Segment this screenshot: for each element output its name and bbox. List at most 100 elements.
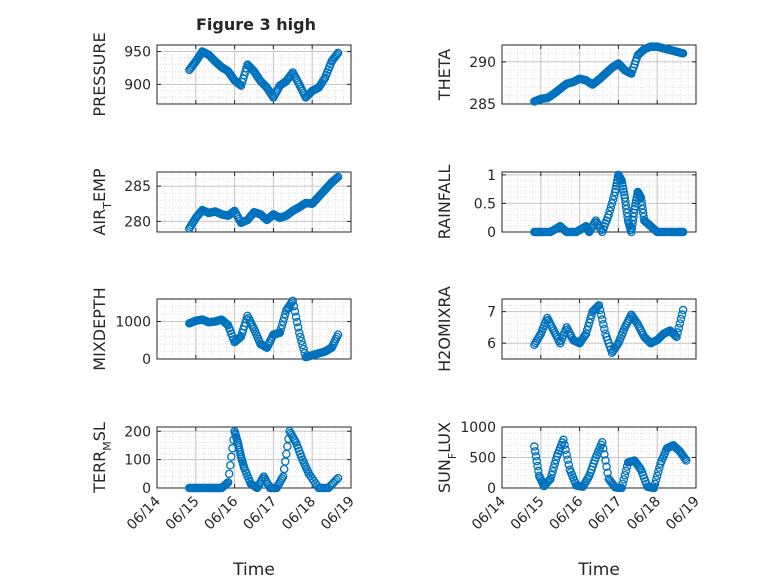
x-tick-label: 06/14 <box>469 493 509 533</box>
x-axis-label: Time <box>577 560 620 580</box>
y-tick-label: 7 <box>487 305 496 321</box>
data-point <box>607 199 617 208</box>
y-tick-label: 900 <box>124 77 151 93</box>
data-point <box>618 479 627 488</box>
data-point <box>559 435 568 445</box>
y-tick-label: 0.5 <box>474 196 496 212</box>
data-point <box>279 313 289 322</box>
data-point <box>564 460 574 469</box>
y-tick-label: 290 <box>469 55 496 71</box>
x-tick-label: 06/18 <box>624 494 664 534</box>
y-tick-label: 0 <box>487 225 496 241</box>
y-tick-label: 6 <box>487 336 496 352</box>
data-point <box>291 312 301 322</box>
data-point <box>673 328 682 337</box>
data-point <box>221 479 231 489</box>
data-point <box>654 467 663 476</box>
data-point <box>548 467 557 476</box>
data-point <box>682 456 691 465</box>
data-point <box>635 463 645 473</box>
data-point <box>599 320 608 329</box>
subplot-air-temp: 280 285 AIRTEMP <box>90 168 352 236</box>
x-tick-label: 06/15 <box>163 494 203 534</box>
x-tick-label: 06/16 <box>202 493 242 533</box>
x-tick-label: 06/19 <box>663 494 703 534</box>
data-point <box>530 442 539 451</box>
y-tick-label: 100 <box>124 453 151 469</box>
subplot-rainfall: 0 0.5 1 RAINFALL <box>435 165 697 241</box>
data-point <box>319 75 329 84</box>
data-point <box>608 195 618 204</box>
data-point <box>276 324 286 334</box>
data-point <box>613 340 622 350</box>
y-tick-label: 950 <box>124 45 151 61</box>
data-point <box>604 210 613 220</box>
data-point <box>561 445 570 455</box>
y-axis-label: H2OMIXRA <box>435 286 454 372</box>
axes-box <box>156 298 352 360</box>
axes-box <box>156 44 352 105</box>
y-tick-label: 500 <box>469 451 496 467</box>
data-point <box>674 323 684 333</box>
data-point <box>599 444 608 453</box>
data-point <box>549 463 558 472</box>
data-point <box>583 322 593 331</box>
x-axis-label: Time <box>232 560 275 580</box>
data-point <box>228 208 237 217</box>
x-tick-label: 06/17 <box>240 494 280 534</box>
data-point <box>288 296 298 306</box>
data-point <box>678 305 688 315</box>
axes-box <box>501 44 697 105</box>
y-tick-label: 0 <box>142 481 151 497</box>
data-point <box>602 462 611 471</box>
data-point <box>299 344 308 354</box>
data-point <box>586 314 595 324</box>
x-tick-label: 06/19 <box>318 494 358 534</box>
x-tick-label: 06/14 <box>124 493 164 533</box>
data-point <box>293 323 303 332</box>
data-point <box>652 471 662 481</box>
data-point <box>595 305 605 315</box>
axes-box <box>156 171 352 233</box>
data-point <box>606 202 616 212</box>
y-tick-label: 285 <box>124 179 151 195</box>
y-tick-label: 1000 <box>115 315 151 331</box>
data-point <box>678 227 688 237</box>
data-point <box>224 469 234 479</box>
data-point <box>332 173 342 183</box>
data-point <box>331 174 341 184</box>
data-point <box>600 450 609 459</box>
data-point <box>597 437 607 447</box>
data-point <box>621 466 631 476</box>
data-point <box>295 328 304 337</box>
data-point <box>605 206 615 216</box>
y-axis-label: THETA <box>435 49 454 101</box>
plot-area <box>157 427 351 488</box>
data-point <box>601 456 610 465</box>
subplot-h2omixra: 6 7 H2OMIXRA <box>435 286 697 372</box>
figure-title: Figure 3 high <box>196 15 316 34</box>
data-point <box>278 317 288 326</box>
data-point <box>297 336 306 346</box>
data-point <box>676 314 686 324</box>
y-tick-label: 1 <box>487 168 496 184</box>
data-point <box>680 454 690 464</box>
plot-area <box>157 172 351 232</box>
y-tick-label: 200 <box>124 424 151 440</box>
y-axis-label: PRESSURE <box>90 32 109 116</box>
data-point <box>290 307 300 316</box>
y-tick-label: 285 <box>469 97 496 113</box>
data-point <box>545 475 554 485</box>
data-point <box>675 319 685 328</box>
y-tick-label: 280 <box>124 214 151 230</box>
data-point <box>533 461 542 471</box>
data-point <box>677 310 687 319</box>
data-point <box>678 49 688 58</box>
data-point <box>562 450 571 460</box>
x-tick-label: 06/17 <box>585 494 625 534</box>
data-point <box>582 325 592 335</box>
